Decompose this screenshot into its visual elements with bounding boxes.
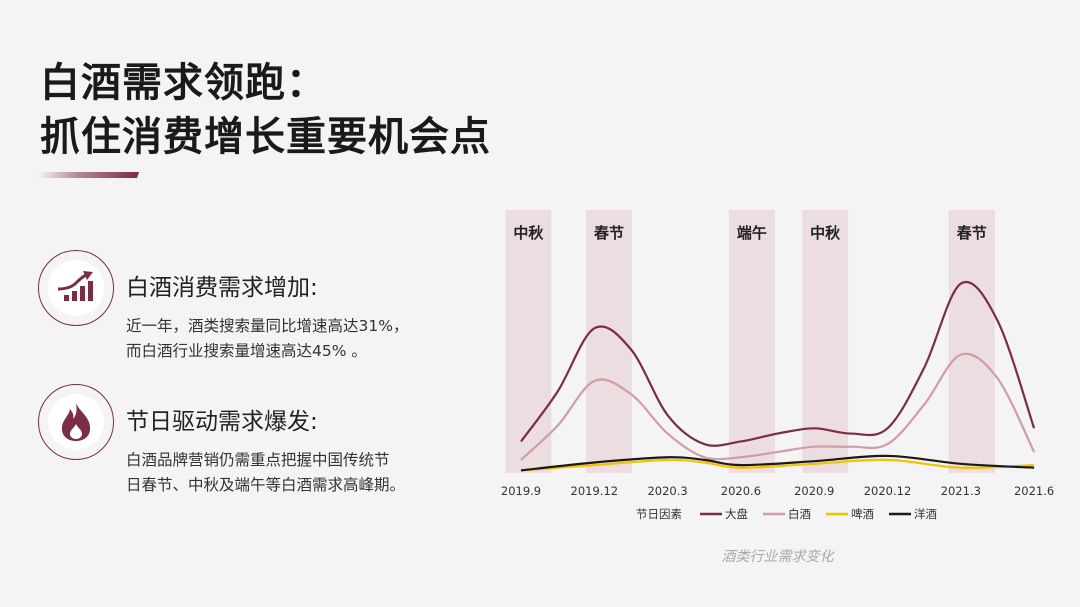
x-tick-label: 2021.6 <box>1014 484 1054 498</box>
growth-chart-icon <box>48 260 104 316</box>
title-underline-decoration <box>36 172 140 178</box>
series-line-大盘 <box>520 280 1036 447</box>
feature-description: 白酒品牌营销仍需重点把握中国传统节 日春节、中秋及端午等白酒需求高峰期。 <box>126 448 405 498</box>
x-tick-label: 2020.6 <box>721 484 761 498</box>
liquor-demand-chart: 中秋 春节 端午 中秋 春节 2019.9 2019.12 2020.3 2020.6 2020.… <box>501 210 1054 521</box>
x-tick-label: 2020.9 <box>794 484 834 498</box>
festival-label: 中秋 <box>513 224 544 242</box>
legend-item: 啤酒 <box>851 507 874 521</box>
page-title-line-1: 白酒需求领跑： <box>40 60 327 106</box>
festival-label: 春节 <box>957 224 987 242</box>
x-tick-label: 2019.9 <box>501 484 541 498</box>
x-tick-label: 2020.12 <box>864 484 912 498</box>
legend-item: 大盘 <box>725 507 748 521</box>
x-tick-label: 2021.3 <box>941 484 981 498</box>
festival-band <box>948 210 995 473</box>
feature-heading: 节日驱动需求爆发: <box>126 409 318 435</box>
legend-item: 洋酒 <box>914 507 937 521</box>
feature-desc-line: 而白酒行业搜索量增速高达45% 。 <box>126 342 367 360</box>
feature-desc-line: 近一年，酒类搜索量同比增速高达31%， <box>126 317 409 335</box>
series-line-洋酒 <box>520 454 1035 472</box>
flame-icon <box>48 394 104 450</box>
feature-icon-ring <box>38 250 114 326</box>
festival-band <box>505 210 552 473</box>
festival-label: 春节 <box>594 224 624 242</box>
legend-title: 节日因素 <box>636 507 682 521</box>
title-block: 白酒需求领跑： 抓住消费增长重要机会点 <box>40 56 491 164</box>
festival-label: 中秋 <box>810 224 841 242</box>
feature-desc-line: 白酒品牌营销仍需重点把握中国传统节 <box>126 451 390 469</box>
festival-band <box>728 210 775 473</box>
feature-desc-line: 日春节、中秋及端午等白酒需求高峰期。 <box>126 476 406 494</box>
x-tick-label: 2020.3 <box>647 484 687 498</box>
x-tick-label: 2019.12 <box>571 484 619 498</box>
chart-caption: 酒类行业需求变化 <box>0 546 1080 566</box>
feature-icon-ring <box>38 384 114 460</box>
series-line-啤酒 <box>520 458 1035 472</box>
festival-label: 端午 <box>737 224 767 242</box>
feature-description: 近一年，酒类搜索量同比增速高达31%， 而白酒行业搜索量增速高达45% 。 <box>126 314 408 364</box>
feature-heading: 白酒消费需求增加: <box>126 275 318 301</box>
legend-item: 白酒 <box>788 507 811 521</box>
series-line-白酒 <box>520 352 1036 461</box>
chart-caption-text: 酒类行业需求变化 <box>721 549 834 565</box>
page-title-line-2: 抓住消费增长重要机会点 <box>40 114 491 160</box>
